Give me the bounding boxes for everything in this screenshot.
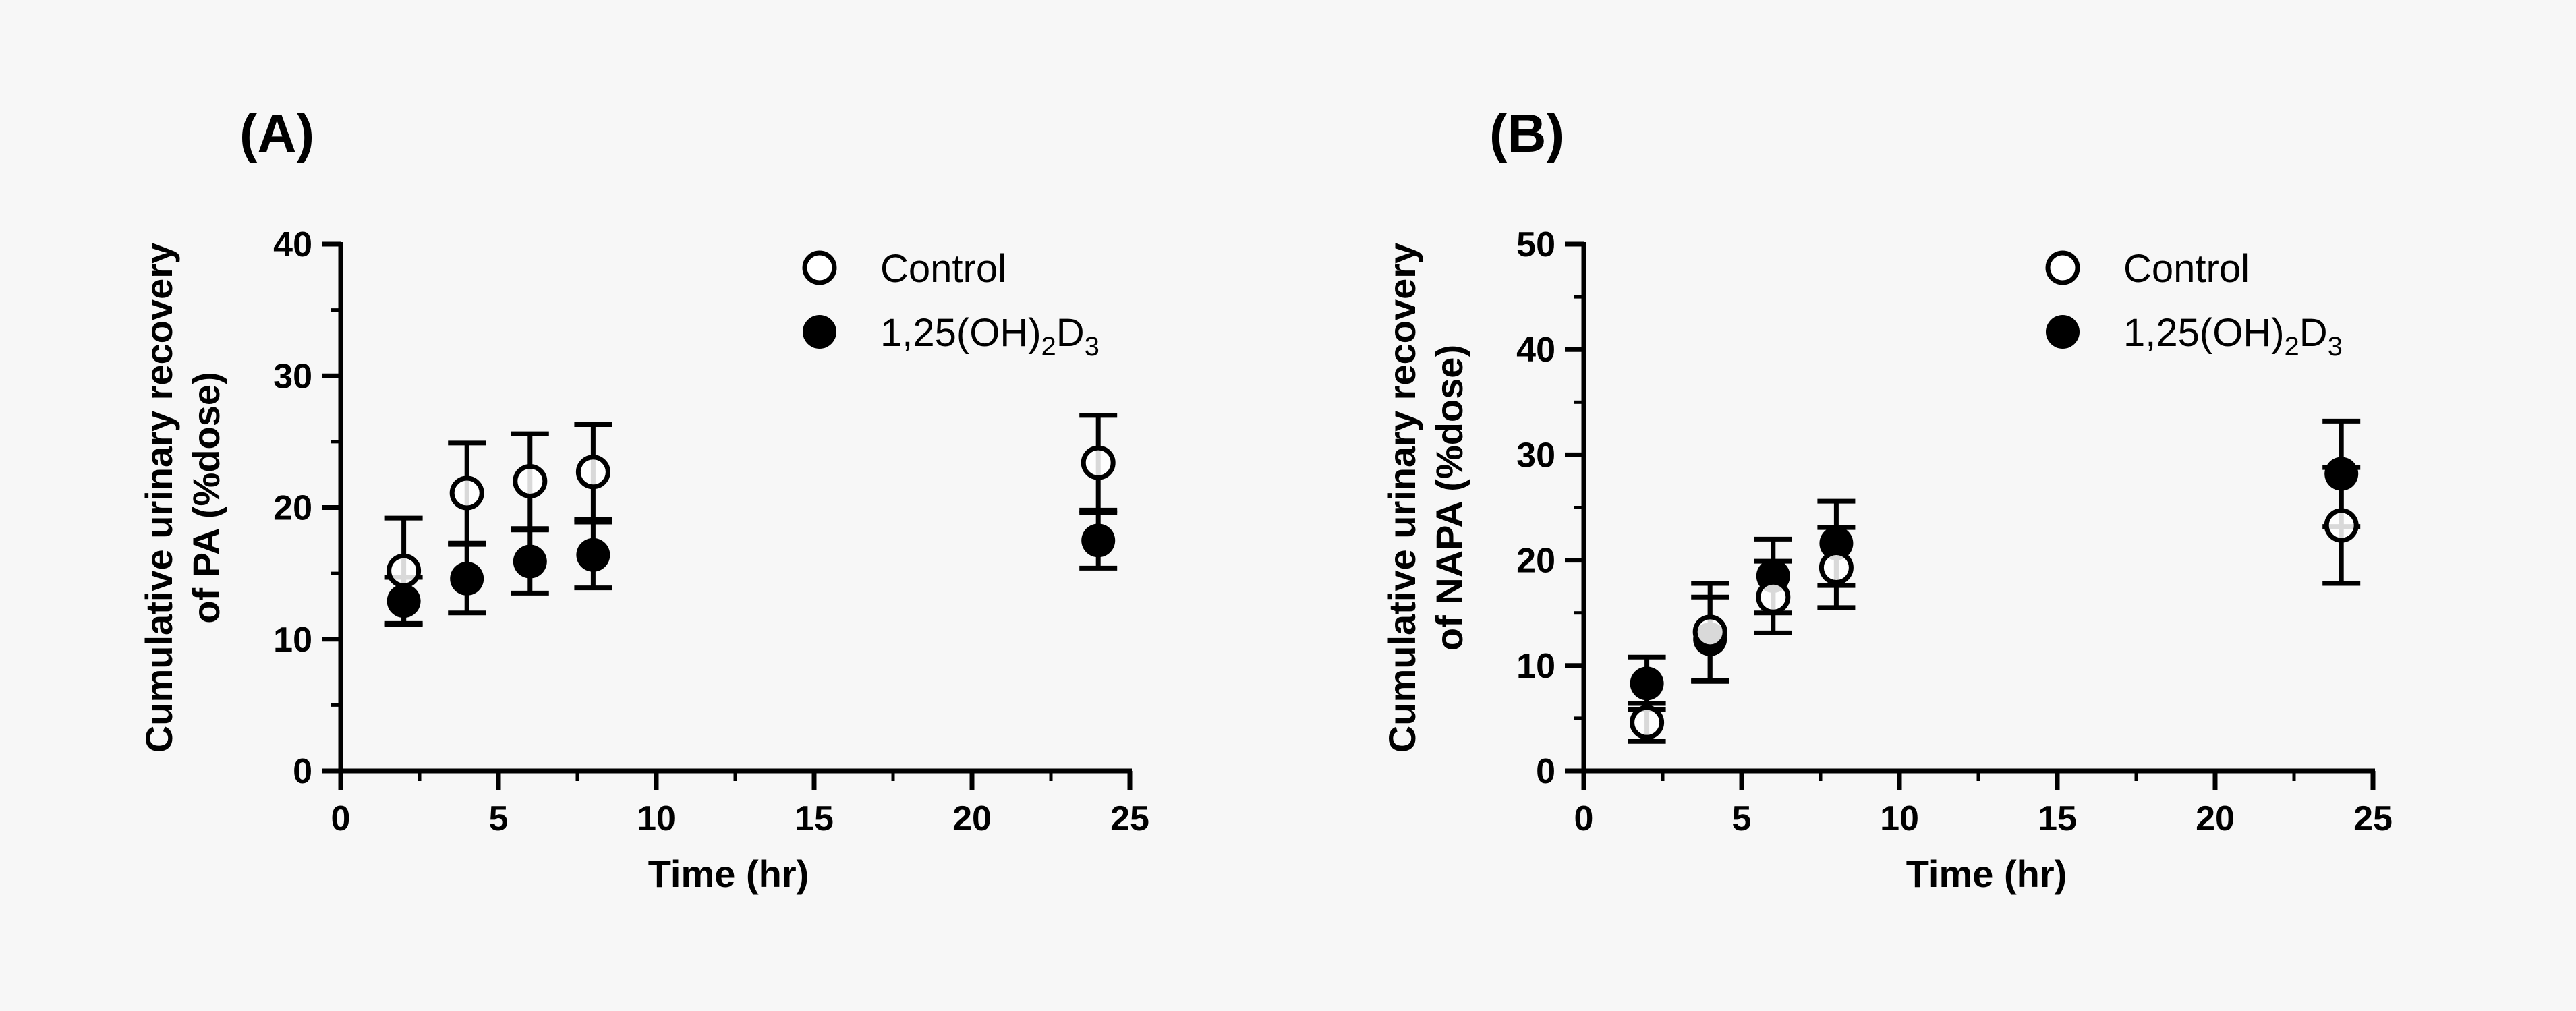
panel-a-y-tick-label: 20 (273, 489, 312, 528)
panel-a-y-axis-title: Cumulative urinary recovery of PA (%dose… (138, 243, 227, 753)
panel-b-x-tick-label: 25 (2353, 799, 2393, 838)
panel-a-legend: Control 1,25(OH)2D3 (802, 247, 1099, 362)
panel-b-legend-treated-label: 1,25(OH)2D3 (2123, 311, 2343, 362)
panel-a-control-point (449, 475, 484, 511)
panel-b-treated-point (1819, 526, 1854, 560)
panel-a-legend-treated-marker (803, 315, 836, 349)
panel-a-x-tick-label: 5 (489, 799, 509, 838)
panel-a-xlabel: Time (hr) (648, 853, 809, 895)
panel-a-treated-point (450, 561, 484, 596)
panel-b-control-point (1630, 705, 1665, 740)
panel-b-x-tick-label: 0 (1574, 799, 1594, 838)
panel-a: (A) Cumulative urinary recovery of PA (%… (138, 103, 1149, 895)
panel-b-treated-point (2324, 457, 2359, 491)
panel-b-y-tick-label: 30 (1516, 436, 1555, 475)
panel-a-control-point (387, 553, 422, 588)
panel-b-legend: Control 1,25(OH)2D3 (2045, 247, 2343, 362)
panel-a-x-tick-label: 15 (795, 799, 834, 838)
panel-a-control-point (1081, 445, 1116, 480)
panel-b-ylabel-line1: Cumulative urinary recovery (1381, 243, 1423, 753)
panel-a-control-point (513, 463, 548, 498)
panel-b-y-tick-label: 10 (1516, 647, 1555, 686)
panel-b-legend-control-marker (2045, 250, 2080, 285)
panel-a-treated-point (387, 584, 421, 618)
panel-a-legend-control-label: Control (880, 247, 1006, 291)
panel-b-x-tick-label: 15 (2038, 799, 2077, 838)
panel-a-treated-point (576, 538, 610, 572)
panel-b-y-tick-label: 0 (1536, 752, 1555, 791)
panel-b-y-tick-label: 50 (1516, 225, 1555, 264)
panel-b-control-point (1819, 550, 1854, 585)
panel-a-ylabel-line2: of PA (%dose) (185, 372, 227, 623)
panel-b-control-point (1756, 579, 1791, 614)
panel-b-y-tick-label: 20 (1516, 542, 1555, 581)
panel-a-x-tick-label: 20 (952, 799, 992, 838)
panel-b-x-tick-label: 20 (2196, 799, 2235, 838)
panel-b: (B) Cumulative urinary recovery of NAPA … (1381, 103, 2393, 895)
panel-a-x-tick-label: 25 (1110, 799, 1149, 838)
panel-b-legend-treated-marker (2046, 315, 2080, 349)
panel-b-treated-point (1630, 666, 1664, 701)
panel-b-x-tick-label: 10 (1880, 799, 1919, 838)
panel-a-treated-point (513, 544, 547, 579)
panel-a-treated-point (1081, 523, 1116, 558)
panel-a-control-point (575, 455, 610, 490)
panel-a-x-tick-label: 10 (637, 799, 676, 838)
panel-a-y-tick-label: 30 (273, 357, 312, 396)
panel-b-y-axis-title: Cumulative urinary recovery of NAPA (%do… (1381, 243, 1470, 753)
panel-b-xlabel: Time (hr) (1906, 853, 2067, 895)
panel-a-legend-control-marker (802, 250, 837, 285)
panel-b-x-tick-label: 5 (1732, 799, 1752, 838)
panel-b-label: (B) (1489, 103, 1564, 163)
panel-a-y-tick-label: 40 (273, 225, 312, 264)
panel-a-y-tick-label: 0 (293, 752, 312, 791)
panel-b-legend-control-label: Control (2123, 247, 2250, 291)
panel-b-control-point (2324, 508, 2359, 543)
panel-a-y-tick-label: 10 (273, 620, 312, 660)
panel-a-ylabel-line1: Cumulative urinary recovery (138, 243, 180, 753)
panel-b-y-tick-label: 40 (1516, 330, 1555, 370)
panel-a-legend-treated-label: 1,25(OH)2D3 (880, 311, 1099, 362)
panel-b-control-point (1692, 614, 1727, 649)
panel-a-x-tick-label: 0 (331, 799, 351, 838)
panel-a-label: (A) (239, 103, 314, 163)
panel-b-ylabel-line2: of NAPA (%dose) (1428, 345, 1470, 651)
